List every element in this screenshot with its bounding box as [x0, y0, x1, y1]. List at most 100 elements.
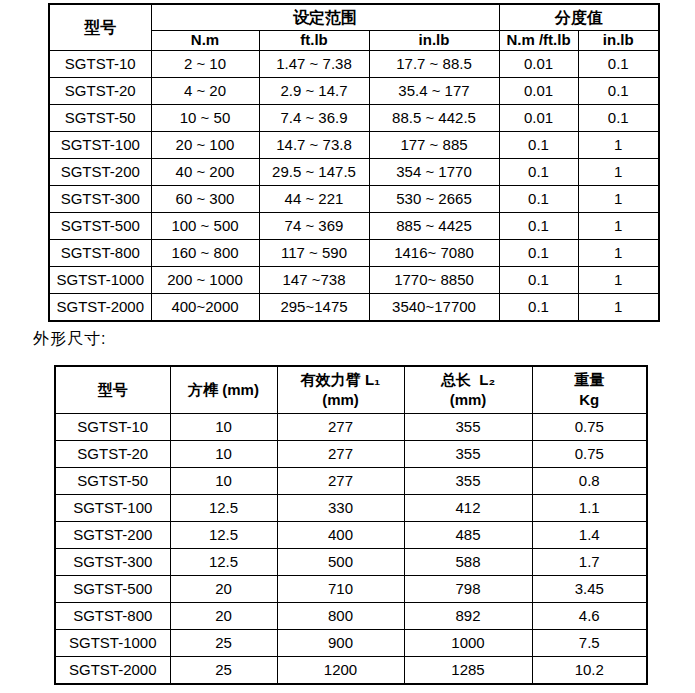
spec-table-cell: 74 ~ 369 [259, 213, 369, 240]
spec-table-cell: SGTST-1000 [49, 267, 151, 294]
spec-table-row: SGTST-20040 ~ 20029.5 ~ 147.5354 ~ 17700… [49, 159, 659, 186]
spec-table-cell: SGTST-800 [49, 240, 151, 267]
spec-header-division-nm-ftlb: N.m /ft.lb [499, 31, 578, 51]
spec-table-header: 型号 设定范围 分度值 N.m ft.lb in.lb N.m /ft.lb i… [49, 4, 659, 51]
spec-table-cell: 885 ~ 4425 [369, 213, 499, 240]
dim-header-effective-arm: 有效力臂 L₁ (mm) [277, 366, 404, 414]
dimensions-table-cell: 25 [170, 657, 277, 685]
dimensions-table-row: SGTST-30012.55005881.7 [55, 549, 647, 576]
spec-table-cell: 20 ~ 100 [151, 132, 259, 159]
dimensions-table-cell: 12.5 [170, 495, 277, 522]
spec-table-cell: 2 ~ 10 [151, 51, 259, 78]
spec-table-cell: 29.5 ~ 147.5 [259, 159, 369, 186]
dimensions-table-cell: SGTST-800 [55, 603, 170, 630]
dimensions-header-row: 型号 方榫 (mm) 有效力臂 L₁ (mm) 总长 L₂ (mm) 重量 Kg [55, 366, 647, 414]
dim-header-weight-unit: Kg [535, 390, 645, 410]
dimensions-table-cell: 1000 [404, 630, 532, 657]
spec-table-cell: SGTST-100 [49, 132, 151, 159]
dimensions-table: 型号 方榫 (mm) 有效力臂 L₁ (mm) 总长 L₂ (mm) 重量 Kg… [54, 365, 648, 685]
dim-header-weight: 重量 Kg [532, 366, 647, 414]
document-page: 型号 设定范围 分度值 N.m ft.lb in.lb N.m /ft.lb i… [0, 0, 695, 693]
spec-table-cell: SGTST-500 [49, 213, 151, 240]
spec-table-cell: 3540~17700 [369, 294, 499, 322]
dimensions-table-row: SGTST-10012.53304121.1 [55, 495, 647, 522]
spec-table-cell: 0.1 [499, 186, 578, 213]
spec-table-cell: 400~2000 [151, 294, 259, 322]
dim-header-total-length-unit: (mm) [407, 390, 530, 410]
dimensions-table-cell: 500 [277, 549, 404, 576]
dimensions-table-cell: 588 [404, 549, 532, 576]
dimensions-table-cell: 10 [170, 468, 277, 495]
dimensions-table-cell: 12.5 [170, 522, 277, 549]
spec-table-row: SGTST-102 ~ 101.47 ~ 7.3817.7 ~ 88.50.01… [49, 51, 659, 78]
dimensions-table-row: SGTST-20012.54004851.4 [55, 522, 647, 549]
dim-header-square-drive: 方榫 (mm) [170, 366, 277, 414]
dimensions-table-cell: 892 [404, 603, 532, 630]
spec-table-cell: 0.1 [499, 132, 578, 159]
spec-table-cell: 4 ~ 20 [151, 78, 259, 105]
dimensions-table-row: SGTST-10002590010007.5 [55, 630, 647, 657]
dim-header-model: 型号 [55, 366, 170, 414]
dimensions-table-row: SGTST-10102773550.75 [55, 414, 647, 441]
spec-table-cell: 100 ~ 500 [151, 213, 259, 240]
dimensions-table-cell: 800 [277, 603, 404, 630]
spec-header-nm: N.m [151, 31, 259, 51]
dimensions-caption: 外形尺寸: [33, 329, 106, 350]
spec-table-cell: 1 [578, 186, 659, 213]
dimensions-table-cell: SGTST-100 [55, 495, 170, 522]
spec-table-cell: 0.1 [578, 78, 659, 105]
spec-table-cell: 1 [578, 240, 659, 267]
dimensions-table-cell: 330 [277, 495, 404, 522]
spec-table-row: SGTST-30060 ~ 30044 ~ 221530 ~ 26650.11 [49, 186, 659, 213]
dim-header-effective-arm-label: 有效力臂 L₁ [280, 370, 402, 390]
spec-table-cell: 7.4 ~ 36.9 [259, 105, 369, 132]
spec-table-row: SGTST-2000400~2000295~14753540~177000.11 [49, 294, 659, 322]
dimensions-table-cell: 4.6 [532, 603, 647, 630]
spec-table-cell: 1 [578, 159, 659, 186]
spec-table-cell: 530 ~ 2665 [369, 186, 499, 213]
dimensions-table-cell: 0.8 [532, 468, 647, 495]
dimensions-table-cell: 485 [404, 522, 532, 549]
spec-table-cell: SGTST-10 [49, 51, 151, 78]
spec-table-row: SGTST-500100 ~ 50074 ~ 369885 ~ 44250.11 [49, 213, 659, 240]
spec-header-division-inlb: in.lb [578, 31, 659, 51]
dimensions-table-cell: 277 [277, 441, 404, 468]
dimensions-table-cell: 1.1 [532, 495, 647, 522]
dimensions-table-header: 型号 方榫 (mm) 有效力臂 L₁ (mm) 总长 L₂ (mm) 重量 Kg [55, 366, 647, 414]
dimensions-table-cell: 710 [277, 576, 404, 603]
spec-table-cell: 0.1 [499, 213, 578, 240]
dimensions-table-cell: 10.2 [532, 657, 647, 685]
spec-table-cell: 0.01 [499, 105, 578, 132]
dimensions-table-cell: 1200 [277, 657, 404, 685]
spec-table-cell: 1770~ 8850 [369, 267, 499, 294]
dimensions-table-cell: 10 [170, 414, 277, 441]
dimensions-table-row: SGTST-500207107983.45 [55, 576, 647, 603]
spec-table-cell: 88.5 ~ 442.5 [369, 105, 499, 132]
spec-table-cell: SGTST-20 [49, 78, 151, 105]
spec-table-cell: 60 ~ 300 [151, 186, 259, 213]
dimensions-table-cell: 12.5 [170, 549, 277, 576]
spec-table: 型号 设定范围 分度值 N.m ft.lb in.lb N.m /ft.lb i… [48, 3, 660, 322]
dimensions-table-cell: 25 [170, 630, 277, 657]
dimensions-table-cell: 355 [404, 414, 532, 441]
dimensions-table-cell: SGTST-20 [55, 441, 170, 468]
dimensions-table-cell: SGTST-300 [55, 549, 170, 576]
dim-header-total-length: 总长 L₂ (mm) [404, 366, 532, 414]
dimensions-table-cell: 20 [170, 603, 277, 630]
spec-table-cell: 0.1 [499, 159, 578, 186]
spec-table-cell: SGTST-2000 [49, 294, 151, 322]
spec-table-cell: SGTST-200 [49, 159, 151, 186]
spec-table-cell: 10 ~ 50 [151, 105, 259, 132]
dimensions-table-cell: 1.7 [532, 549, 647, 576]
spec-table-row: SGTST-204 ~ 202.9 ~ 14.735.4 ~ 1770.010.… [49, 78, 659, 105]
spec-table-cell: 14.7 ~ 73.8 [259, 132, 369, 159]
spec-table-cell: 147 ~738 [259, 267, 369, 294]
spec-table-row: SGTST-1000200 ~ 1000147 ~7381770~ 88500.… [49, 267, 659, 294]
spec-table-cell: 1 [578, 132, 659, 159]
dimensions-table-cell: 1285 [404, 657, 532, 685]
dimensions-table-cell: SGTST-2000 [55, 657, 170, 685]
spec-table-cell: 0.1 [578, 105, 659, 132]
spec-table-row: SGTST-5010 ~ 507.4 ~ 36.988.5 ~ 442.50.0… [49, 105, 659, 132]
spec-table-cell: 0.1 [499, 240, 578, 267]
spec-header-ftlb: ft.lb [259, 31, 369, 51]
